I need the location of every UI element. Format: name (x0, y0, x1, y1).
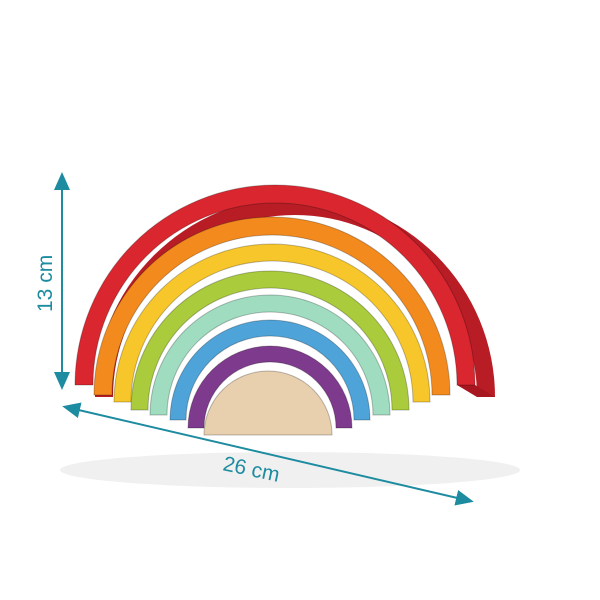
width-arrow (62, 402, 474, 506)
shadow (60, 452, 520, 488)
yellow-arc (113, 243, 431, 403)
red-arc-base (457, 385, 495, 397)
height-label: 13 cm (34, 255, 57, 312)
red-arc (74, 184, 476, 386)
orange-arc (93, 216, 451, 396)
